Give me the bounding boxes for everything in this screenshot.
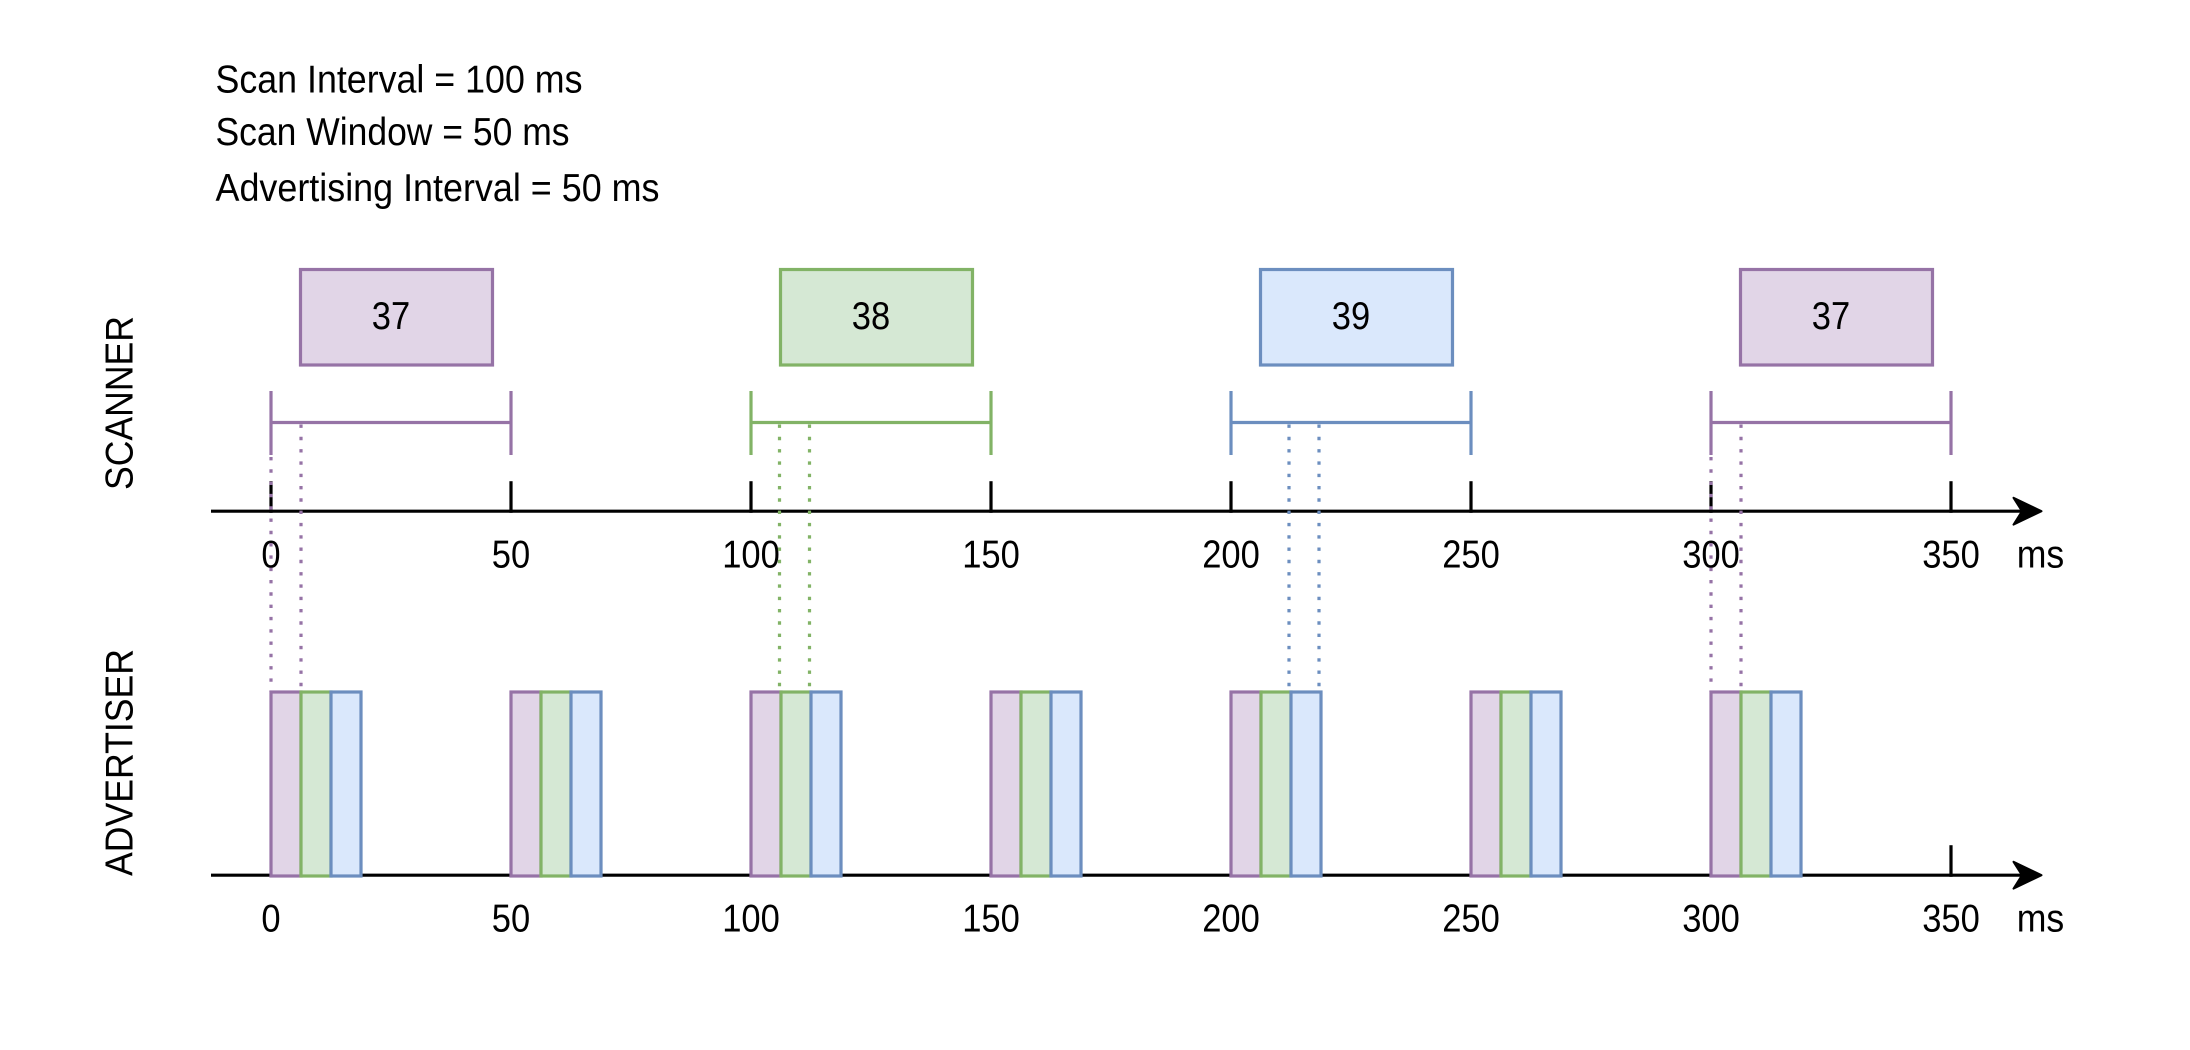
svg-text:250: 250 <box>1442 534 1500 577</box>
svg-text:250: 250 <box>1442 898 1500 941</box>
svg-text:50: 50 <box>492 534 530 577</box>
svg-text:350: 350 <box>1922 534 1980 577</box>
svg-text:38: 38 <box>852 295 890 338</box>
svg-text:150: 150 <box>962 534 1020 577</box>
svg-text:0: 0 <box>261 534 280 577</box>
svg-text:39: 39 <box>1332 295 1370 338</box>
svg-text:Scan Window = 50 ms: Scan Window = 50 ms <box>216 111 570 154</box>
svg-text:150: 150 <box>962 898 1020 941</box>
svg-text:ADVERTISER: ADVERTISER <box>99 649 142 876</box>
svg-text:ms: ms <box>2017 898 2065 941</box>
svg-text:100: 100 <box>722 898 780 941</box>
svg-text:200: 200 <box>1202 534 1260 577</box>
svg-text:50: 50 <box>492 898 530 941</box>
svg-text:37: 37 <box>1812 295 1850 338</box>
svg-text:Scan Interval = 100 ms: Scan Interval = 100 ms <box>216 59 583 102</box>
svg-text:ms: ms <box>2017 534 2065 577</box>
svg-text:300: 300 <box>1682 898 1740 941</box>
svg-text:350: 350 <box>1922 898 1980 941</box>
svg-text:Advertising Interval = 50 ms: Advertising Interval = 50 ms <box>216 167 660 210</box>
svg-text:0: 0 <box>261 898 280 941</box>
svg-text:SCANNER: SCANNER <box>99 316 142 490</box>
svg-text:100: 100 <box>722 534 780 577</box>
svg-text:37: 37 <box>372 295 410 338</box>
svg-text:200: 200 <box>1202 898 1260 941</box>
